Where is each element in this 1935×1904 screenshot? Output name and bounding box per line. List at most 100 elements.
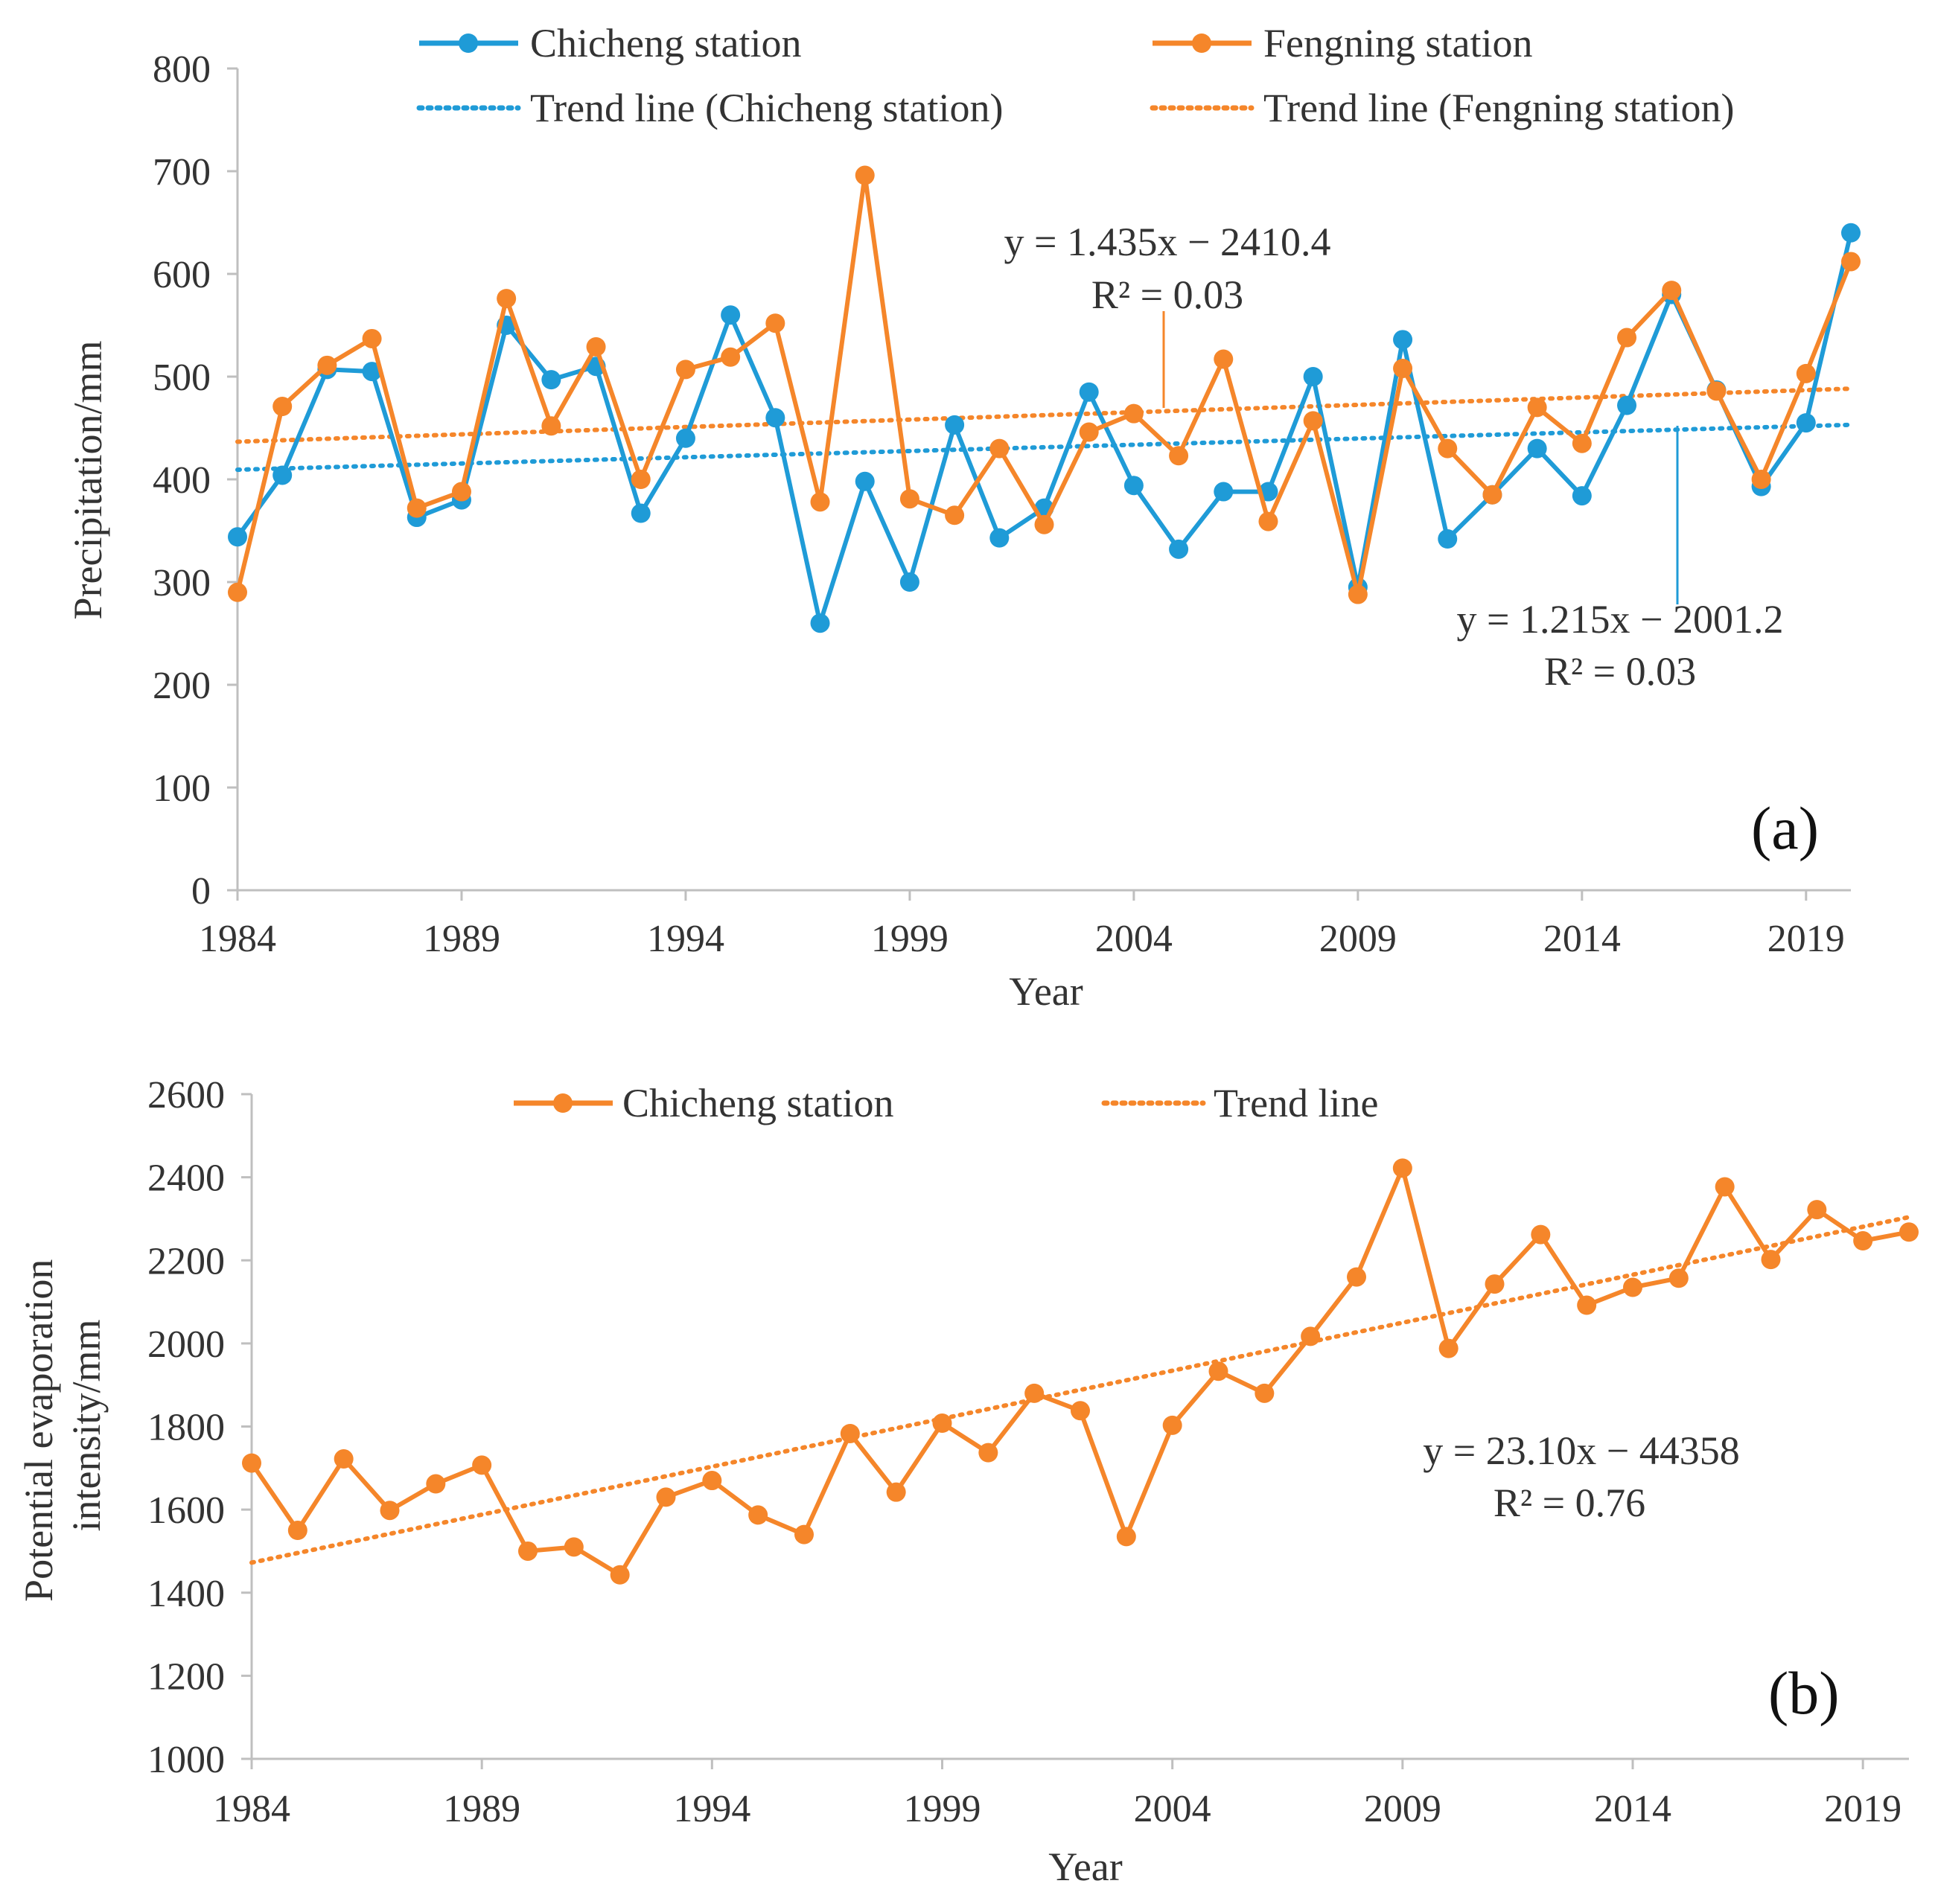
data-point-fengning-station (1706, 381, 1727, 401)
data-point-chicheng-station (541, 370, 561, 390)
y-tick-label: 200 (153, 665, 211, 707)
data-point-chicheng-station (631, 503, 651, 523)
y-tick-label: 600 (153, 254, 211, 296)
series-line-chicheng-station (235, 232, 1853, 626)
data-point-fengning-station (765, 313, 785, 333)
annotation-evap-r2: R² = 0.76 (1494, 1480, 1645, 1525)
data-point-chicheng-station (1079, 382, 1099, 402)
panel-b-annotation: y = 23.10x − 44358 R² = 0.76 (1423, 1428, 1739, 1525)
data-point-chicheng-station (334, 1449, 354, 1469)
data-point-fengning-station (945, 505, 965, 525)
data-point-chicheng-station (1715, 1177, 1735, 1197)
panel-a-plot-area (228, 165, 1861, 633)
panel-a-annotation-fengning: y = 1.435x − 2410.4 R² = 0.03 (1004, 220, 1330, 408)
data-point-chicheng-station (1162, 1415, 1182, 1435)
data-point-fengning-station (1796, 363, 1816, 383)
data-point-chicheng-station (1303, 367, 1323, 386)
data-point-chicheng-station (978, 1443, 998, 1463)
panel-b-y-ticks: 1000 1200 1400 1600 1800 2000 2200 2400 2600 (147, 1074, 252, 1781)
data-point-chicheng-station (794, 1524, 814, 1544)
y-tick-label: 1000 (147, 1739, 225, 1781)
data-point-fengning-station (1079, 422, 1099, 442)
panel-b-legend: Chicheng station Trend line (514, 1081, 1379, 1125)
data-point-fengning-station (1258, 511, 1278, 531)
data-point-fengning-station (631, 470, 651, 489)
panel-b: Chicheng station Trend line 1000 1200 1400… (16, 1074, 1919, 1889)
data-point-fengning-station (228, 582, 247, 602)
x-tick-label: 1994 (673, 1788, 750, 1830)
data-point-fengning-station (1393, 358, 1413, 378)
y-tick-label: 2600 (147, 1074, 225, 1116)
legend-a-trend-chicheng-label: Trend line (Chicheng station) (530, 86, 1003, 130)
annotation-evap-equation: y = 23.10x − 44358 (1423, 1428, 1739, 1473)
data-point-fengning-station (1482, 485, 1502, 505)
data-point-chicheng-station (855, 471, 875, 491)
data-point-fengning-station (317, 355, 337, 375)
y-tick-label: 300 (153, 562, 211, 604)
data-point-chicheng-station (1796, 413, 1816, 433)
data-point-chicheng-station (242, 1453, 261, 1473)
x-tick-label: 2019 (1767, 918, 1845, 960)
data-point-chicheng-station (1761, 1250, 1781, 1270)
data-point-chicheng-station (228, 527, 247, 547)
data-point-chicheng-station (287, 1521, 307, 1541)
x-tick-label: 2014 (1594, 1788, 1671, 1830)
data-point-chicheng-station (748, 1505, 768, 1525)
y-tick-label: 1400 (147, 1573, 225, 1615)
data-point-chicheng-station (932, 1413, 952, 1434)
data-point-chicheng-station (1841, 223, 1861, 243)
data-point-chicheng-station (1301, 1326, 1321, 1346)
panel-b-y-axis-title: Potential evaporation intensity/mm (16, 1249, 109, 1602)
panel-a-y-ticks: 0 100 200 300 400 500 600 700 800 (153, 48, 238, 913)
y-tick-label: 500 (153, 357, 211, 399)
data-point-chicheng-station (765, 408, 785, 428)
data-point-fengning-station (1662, 281, 1682, 301)
data-point-chicheng-station (1527, 438, 1547, 459)
x-tick-label: 1989 (423, 918, 500, 960)
data-point-chicheng-station (610, 1565, 630, 1585)
data-point-fengning-station (1169, 446, 1189, 466)
x-tick-label: 1994 (647, 918, 724, 960)
panel-b-x-axis-title: Year (1048, 1844, 1123, 1889)
data-point-chicheng-station (426, 1474, 446, 1494)
data-point-chicheng-station (1255, 1383, 1275, 1403)
data-point-fengning-station (899, 489, 919, 509)
data-point-chicheng-station (945, 415, 965, 435)
data-point-fengning-station (497, 289, 517, 309)
x-tick-label: 1984 (199, 918, 276, 960)
legend-b-chicheng-label: Chicheng station (622, 1081, 893, 1125)
trend-line-chicheng-station (249, 1215, 1911, 1565)
data-point-chicheng-station (1438, 529, 1458, 549)
data-point-chicheng-station (362, 362, 382, 382)
data-point-fengning-station (855, 165, 875, 185)
data-point-chicheng-station (702, 1471, 722, 1491)
data-point-chicheng-station (1577, 1295, 1597, 1315)
x-tick-label: 1989 (443, 1788, 520, 1830)
x-tick-label: 2004 (1095, 918, 1173, 960)
x-tick-label: 1999 (871, 918, 949, 960)
y-tick-label: 700 (153, 151, 211, 194)
y-tick-label: 0 (191, 870, 211, 913)
data-point-chicheng-station (1347, 1267, 1366, 1287)
data-point-fengning-station (1572, 433, 1592, 453)
data-point-fengning-station (810, 492, 830, 512)
data-point-chicheng-station (675, 428, 695, 448)
panel-b-label: (b) (1768, 1659, 1840, 1727)
data-point-fengning-station (1034, 514, 1054, 534)
x-tick-label: 1984 (213, 1788, 290, 1830)
y-tick-label: 1800 (147, 1407, 225, 1449)
data-point-chicheng-station (272, 465, 293, 485)
y-tick-label: 100 (153, 767, 211, 810)
y-tick-label: 1600 (147, 1489, 225, 1532)
legend-a-chicheng-marker (459, 33, 478, 53)
legend-a-fengning-label: Fengning station (1263, 21, 1533, 66)
panel-b-y-axis-title-line2: intensity/mm (64, 1319, 109, 1531)
data-point-fengning-station (1438, 438, 1458, 459)
panel-a-label: (a) (1751, 794, 1819, 862)
data-point-chicheng-station (1393, 330, 1413, 350)
data-point-chicheng-station (1572, 486, 1592, 506)
data-point-chicheng-station (1807, 1200, 1827, 1220)
data-point-chicheng-station (810, 613, 830, 633)
data-point-chicheng-station (840, 1423, 860, 1443)
